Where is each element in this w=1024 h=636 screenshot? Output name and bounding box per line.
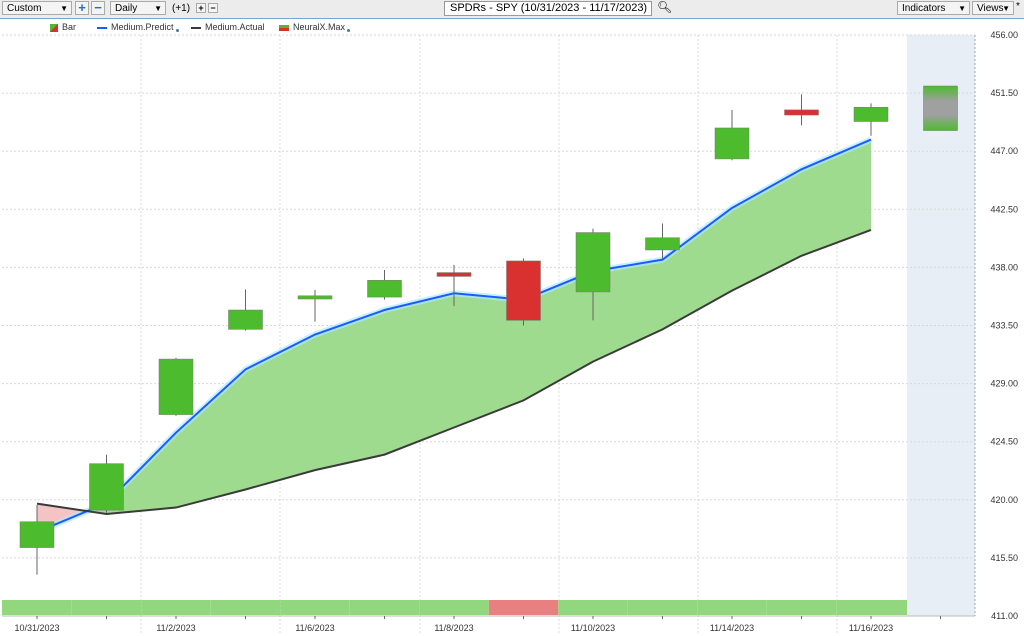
- signal-strip-segment: [71, 600, 142, 615]
- signal-strip-segment: [766, 600, 837, 615]
- candle-body: [853, 107, 889, 122]
- candle-body: [714, 127, 750, 160]
- offset-label: (+1): [172, 3, 191, 14]
- views-marker: *: [1016, 1, 1020, 12]
- offset-plus-button[interactable]: +: [196, 3, 206, 13]
- signal-strip-segment: [2, 600, 72, 615]
- legend-neuralx-max[interactable]: NeuralX.Max: [279, 22, 351, 32]
- symbol-set-value: Custom: [7, 3, 42, 14]
- band-fill: [801, 139, 871, 256]
- candle-body: [436, 272, 472, 277]
- symbol-set-dropdown[interactable]: Custom ▼: [2, 1, 72, 15]
- y-tick-label: 456.00: [990, 30, 1018, 40]
- band-fill: [176, 369, 246, 508]
- settings-dot-icon[interactable]: [347, 29, 351, 32]
- band-fill: [523, 271, 593, 401]
- indicators-label: Indicators: [902, 3, 946, 14]
- signal-strip-segment: [627, 600, 698, 615]
- signal-strip-segment: [488, 600, 559, 615]
- signal-strip-segment: [349, 600, 420, 615]
- toolbar: Custom ▼ + − Daily ▼ (+1) + − SPDRs - SPY …: [0, 0, 1024, 19]
- medium-actual-line: [36, 229, 872, 516]
- band-fill: [662, 208, 732, 330]
- chevron-down-icon: ▼: [154, 4, 162, 13]
- forecast-candle: [923, 85, 958, 131]
- x-tick-label: 11/16/2023: [849, 623, 893, 633]
- y-tick-label: 420.00: [990, 495, 1018, 505]
- legend-label: NeuralX.Max: [293, 22, 346, 32]
- bar-swatch-icon: [50, 23, 58, 32]
- band-fill: [245, 334, 315, 490]
- candle-body: [575, 232, 611, 293]
- chevron-down-icon: ▼: [1002, 4, 1010, 13]
- y-tick-label: 411.00: [991, 611, 1018, 621]
- y-tick-label: 438.00: [990, 262, 1018, 272]
- signal-strip-segment: [419, 600, 489, 615]
- legend-bar[interactable]: Bar: [50, 22, 76, 32]
- signal-strip-segment: [280, 600, 350, 615]
- legend-label: Bar: [62, 22, 77, 32]
- signal-strip-segment: [210, 600, 281, 615]
- symbol-title-input[interactable]: SPDRs - SPY (10/31/2023 - 11/17/2023): [444, 1, 652, 16]
- y-tick-label: 415.50: [990, 553, 1018, 563]
- candle-body: [297, 295, 333, 300]
- candle-body: [645, 237, 680, 251]
- x-tick-label: 11/14/2023: [710, 623, 754, 633]
- legend-medium-predict[interactable]: Medium.Predict: [97, 22, 179, 32]
- candle-body: [89, 463, 124, 511]
- settings-dot-icon[interactable]: [175, 29, 179, 32]
- signal-strip-segment: [836, 600, 907, 615]
- zoom-in-button[interactable]: +: [75, 1, 89, 15]
- candle-body: [158, 358, 194, 415]
- y-tick-label: 447.00: [990, 146, 1018, 156]
- signal-strip-segment: [697, 600, 767, 615]
- y-tick-label: 424.50: [990, 437, 1018, 447]
- views-label: Views: [977, 3, 1004, 14]
- x-tick-label: 11/8/2023: [434, 623, 473, 633]
- y-tick-label: 451.50: [990, 88, 1018, 98]
- neuralx-swatch-icon: [279, 24, 289, 31]
- legend-label: Medium.Actual: [205, 22, 265, 32]
- x-tick-label: 10/31/2023: [14, 623, 59, 633]
- y-tick-label: 442.50: [990, 204, 1018, 214]
- candle-body: [506, 260, 541, 321]
- x-tick-label: 11/10/2023: [571, 623, 615, 633]
- candle-body: [228, 309, 263, 330]
- signal-strip-segment: [141, 600, 211, 615]
- zoom-out-button[interactable]: −: [91, 1, 105, 15]
- candle-body: [19, 521, 55, 548]
- period-dropdown[interactable]: Daily ▼: [110, 1, 166, 15]
- views-dropdown[interactable]: Views ▼: [972, 1, 1014, 15]
- x-tick-label: 11/2/2023: [156, 623, 195, 633]
- y-tick-label: 433.50: [990, 321, 1018, 331]
- y-tick-label: 429.00: [990, 379, 1018, 389]
- band-fill: [593, 259, 663, 362]
- line-swatch-icon: [97, 26, 107, 29]
- indicators-dropdown[interactable]: Indicators ▼: [897, 1, 970, 15]
- band-fill: [384, 293, 454, 455]
- candle-body: [367, 280, 402, 298]
- signal-strip-segment: [558, 600, 628, 615]
- line-swatch-icon: [191, 26, 201, 29]
- band-fill: [315, 310, 385, 471]
- offset-minus-button[interactable]: −: [208, 3, 218, 13]
- band-fill: [454, 293, 524, 428]
- candle-body: [784, 109, 819, 116]
- period-value: Daily: [115, 3, 138, 14]
- chevron-down-icon: ▼: [958, 4, 966, 13]
- chevron-down-icon: ▼: [60, 4, 68, 13]
- legend-label: Medium.Predict: [111, 22, 174, 32]
- x-tick-label: 11/6/2023: [295, 623, 334, 633]
- search-icon[interactable]: 🔍︎: [657, 0, 673, 14]
- legend-medium-actual[interactable]: Medium.Actual: [191, 22, 265, 32]
